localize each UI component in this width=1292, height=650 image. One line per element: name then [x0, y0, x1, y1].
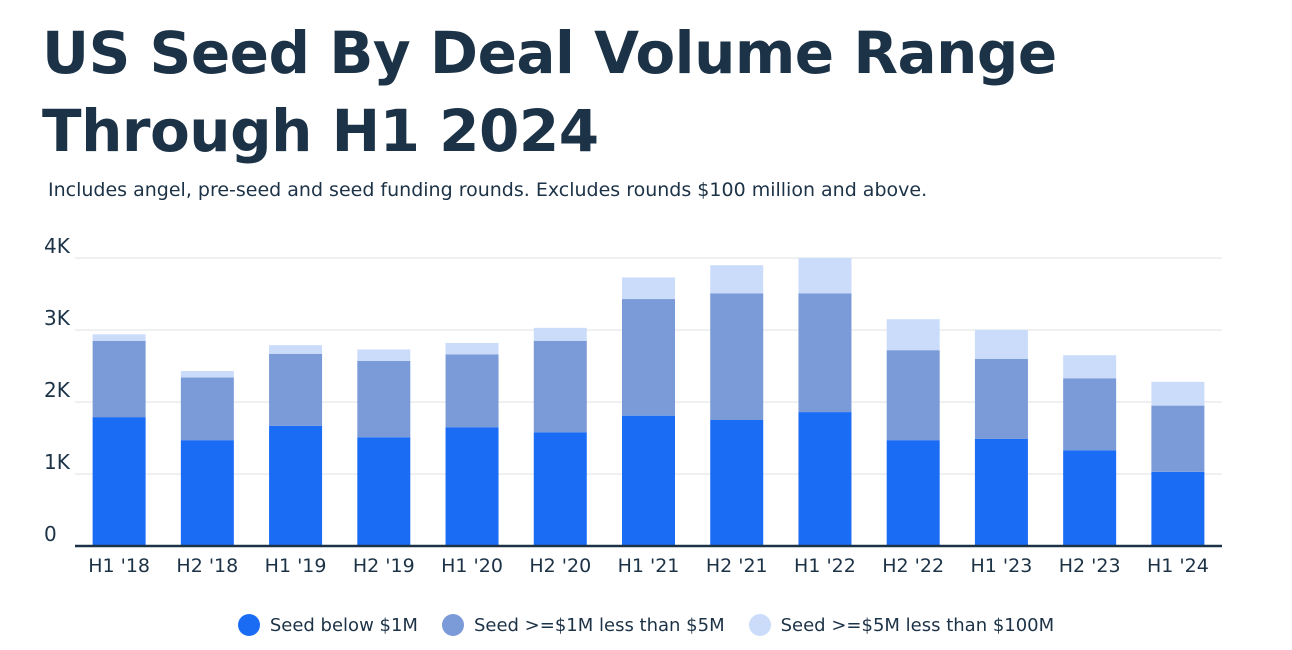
bar-seed-below-1m[interactable]	[92, 417, 146, 546]
bar-seed-1m-5m[interactable]	[269, 353, 323, 426]
bar-seed-1m-5m[interactable]	[92, 340, 146, 418]
y-tick-label: 0	[44, 522, 57, 546]
bar-seed-5m-100m[interactable]	[622, 277, 675, 300]
x-tick-label: H1 '24	[1147, 555, 1209, 577]
bar-seed-1m-5m[interactable]	[180, 377, 234, 441]
bar-seed-below-1m[interactable]	[710, 420, 764, 546]
bar-seed-below-1m[interactable]	[886, 440, 940, 546]
bar-seed-5m-100m[interactable]	[357, 349, 411, 361]
y-axis-ticks: 0 1K 2K 3K 4K	[44, 234, 71, 546]
bar-seed-1m-5m[interactable]	[622, 299, 675, 416]
legend-label-seed-below-1m: Seed below $1M	[269, 614, 418, 636]
bar-seed-below-1m[interactable]	[798, 412, 852, 546]
bar-seed-1m-5m[interactable]	[533, 340, 587, 433]
bar-seed-5m-100m[interactable]	[974, 330, 1028, 359]
bar-seed-5m-100m[interactable]	[92, 334, 146, 341]
x-tick-label: H2 '21	[706, 555, 768, 577]
bar-seed-1m-5m[interactable]	[886, 350, 940, 441]
bar-seed-below-1m[interactable]	[974, 438, 1028, 546]
legend-swatch-seed-5m-100m	[748, 614, 771, 636]
x-axis-ticks: H1 '18 H2 '18 H1 '19 H2 '19 H1 '20 H2 '20 H1 '…	[88, 555, 1209, 577]
legend-swatch-seed-1m-5m	[441, 614, 464, 636]
y-tick-label: 4K	[44, 234, 71, 258]
bar-seed-below-1m[interactable]	[533, 432, 587, 546]
bars	[92, 258, 1205, 546]
legend-label-seed-1m-5m: Seed >=$1M less than $5M	[473, 614, 725, 636]
bar-seed-1m-5m[interactable]	[974, 358, 1028, 439]
bar-seed-1m-5m[interactable]	[357, 360, 411, 438]
stacked-bar-chart: 0 1K 2K 3K 4K H1 '18 H2 '18 H1 '19 H2 '19 H1 '20…	[44, 234, 1222, 577]
bar-seed-1m-5m[interactable]	[445, 354, 499, 428]
x-tick-label: H2 '20	[529, 555, 591, 577]
bar-seed-below-1m[interactable]	[445, 427, 499, 546]
x-tick-label: H1 '22	[794, 555, 856, 577]
bar-seed-5m-100m[interactable]	[886, 319, 940, 351]
chart-subtitle: Includes angel, pre-seed and seed fundin…	[48, 179, 928, 201]
bar-seed-1m-5m[interactable]	[1151, 405, 1205, 472]
bar-seed-1m-5m[interactable]	[798, 293, 852, 413]
bar-seed-1m-5m[interactable]	[1063, 378, 1117, 451]
bar-seed-5m-100m[interactable]	[269, 345, 323, 354]
legend-label-seed-5m-100m: Seed >=$5M less than $100M	[780, 614, 1055, 636]
bar-seed-5m-100m[interactable]	[1063, 355, 1117, 379]
x-tick-label: H1 '18	[88, 555, 150, 577]
x-tick-label: H1 '19	[265, 555, 327, 577]
chart-title: US Seed By Deal Volume Range Through H1 …	[42, 19, 1057, 165]
bar-seed-below-1m[interactable]	[269, 425, 323, 546]
bar-seed-5m-100m[interactable]	[445, 342, 499, 355]
bar-seed-5m-100m[interactable]	[1151, 381, 1205, 406]
x-tick-label: H2 '19	[353, 555, 415, 577]
x-tick-label: H1 '23	[971, 555, 1033, 577]
bar-seed-below-1m[interactable]	[1151, 471, 1205, 546]
bar-seed-5m-100m[interactable]	[798, 258, 852, 294]
bar-seed-1m-5m[interactable]	[710, 293, 764, 420]
bar-seed-5m-100m[interactable]	[533, 327, 587, 341]
bar-seed-below-1m[interactable]	[1063, 450, 1117, 546]
x-tick-label: H2 '18	[176, 555, 238, 577]
y-tick-label: 3K	[44, 306, 71, 330]
legend-item-seed-below-1m[interactable]: Seed below $1M	[237, 614, 418, 636]
y-tick-label: 1K	[44, 450, 71, 474]
x-tick-label: H2 '23	[1059, 555, 1121, 577]
bar-seed-5m-100m[interactable]	[710, 265, 764, 294]
legend-item-seed-5m-100m[interactable]: Seed >=$5M less than $100M	[748, 614, 1055, 636]
legend: Seed below $1M Seed >=$1M less than $5M …	[0, 610, 1292, 640]
bar-seed-5m-100m[interactable]	[180, 371, 234, 378]
x-tick-label: H2 '22	[882, 555, 944, 577]
y-tick-label: 2K	[44, 378, 71, 402]
x-tick-label: H1 '20	[441, 555, 503, 577]
x-tick-label: H1 '21	[618, 555, 680, 577]
legend-swatch-seed-below-1m	[237, 614, 260, 636]
bar-seed-below-1m[interactable]	[180, 440, 234, 546]
legend-item-seed-1m-5m[interactable]: Seed >=$1M less than $5M	[441, 614, 725, 636]
bar-seed-below-1m[interactable]	[357, 437, 411, 546]
bar-seed-below-1m[interactable]	[622, 415, 675, 546]
